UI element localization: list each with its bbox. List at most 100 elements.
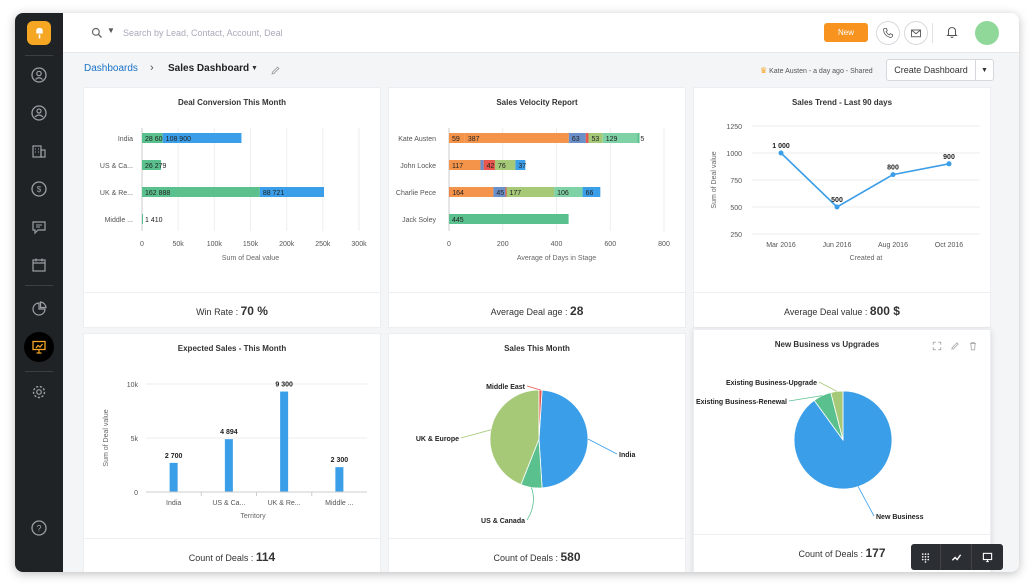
y-tick-label: 750 bbox=[730, 178, 742, 185]
leads-icon[interactable] bbox=[29, 65, 49, 85]
slice-label: Existing Business-Upgrade bbox=[726, 380, 817, 387]
app-logo-icon[interactable] bbox=[27, 21, 51, 45]
avg-deal-value-value: 800 $ bbox=[869, 304, 900, 318]
card-sales-trend: Sales Trend - Last 90 days 250 500 750 1000… bbox=[693, 87, 991, 328]
bar-segment bbox=[585, 133, 589, 143]
data-label: 66 bbox=[586, 190, 594, 197]
phone-icon[interactable] bbox=[876, 21, 900, 45]
count-of-deals-label: Count of Deals : bbox=[493, 553, 561, 563]
data-point bbox=[890, 172, 896, 178]
x-tick-label: Middle ... bbox=[325, 500, 353, 507]
contacts-icon[interactable] bbox=[29, 103, 49, 123]
data-label: 5 bbox=[640, 136, 644, 143]
dashboard-title[interactable]: Sales Dashboard bbox=[168, 63, 250, 74]
expand-icon[interactable] bbox=[932, 338, 942, 356]
avg-deal-value-label: Average Deal value : bbox=[784, 307, 870, 317]
x-tick-label: UK & Re... bbox=[268, 500, 301, 507]
leader-line bbox=[818, 381, 838, 392]
shared-info: ♛ Kate Austen - a day ago - Shared bbox=[760, 66, 873, 75]
data-label: 900 bbox=[943, 154, 955, 161]
mail-icon[interactable] bbox=[904, 21, 928, 45]
bar-segment bbox=[449, 133, 465, 143]
data-label: 9 300 bbox=[275, 382, 293, 389]
bar-segment bbox=[449, 214, 569, 224]
y-tick-label: UK & Re... bbox=[100, 190, 133, 197]
shared-info-text: Kate Austen - a day ago - Shared bbox=[769, 68, 873, 75]
search-scope-caret-icon[interactable]: ▼ bbox=[107, 26, 115, 35]
chat-icon[interactable] bbox=[29, 217, 49, 237]
data-label: 2 700 bbox=[165, 453, 183, 460]
data-label: 76 bbox=[498, 163, 506, 170]
help-icon[interactable]: ? bbox=[29, 518, 49, 538]
dashboard-switch-caret-icon[interactable]: ▼ bbox=[251, 65, 258, 72]
data-label: 800 bbox=[887, 165, 899, 172]
topbar: ▼ New bbox=[63, 13, 1019, 53]
create-dashboard-dropdown-icon[interactable]: ▼ bbox=[976, 59, 994, 81]
count-of-deals-value: 580 bbox=[560, 550, 581, 564]
y-tick-label: Charlie Pece bbox=[396, 190, 436, 197]
bar bbox=[142, 133, 163, 143]
edit-dashboard-icon[interactable] bbox=[270, 63, 281, 81]
bar-segment bbox=[464, 133, 569, 143]
card-title: Sales Trend - Last 90 days bbox=[791, 98, 893, 107]
x-tick-label: 400 bbox=[551, 241, 563, 248]
bar bbox=[162, 133, 242, 143]
activity-icon[interactable] bbox=[942, 544, 972, 570]
pie-slice bbox=[538, 389, 589, 489]
bar-segment bbox=[568, 133, 586, 143]
sidebar: $ ? bbox=[15, 13, 63, 572]
delete-icon[interactable] bbox=[968, 338, 978, 356]
count-of-deals-value: 114 bbox=[255, 550, 276, 564]
bar-segment bbox=[483, 160, 495, 170]
y-tick-label: John Locke bbox=[400, 163, 436, 170]
dashboard-header: Dashboards › Sales Dashboard ▼ ♛ Kate Au… bbox=[63, 53, 1019, 87]
avg-deal-age-label: Average Deal age : bbox=[490, 307, 571, 317]
bar-segment bbox=[554, 187, 583, 197]
settings-icon[interactable] bbox=[29, 382, 49, 402]
bar-segment bbox=[480, 160, 484, 170]
data-label: 1 000 bbox=[772, 143, 790, 150]
floating-toolbar bbox=[911, 544, 1003, 570]
screen-icon[interactable] bbox=[973, 544, 1003, 570]
slice-label: UK & Europe bbox=[416, 436, 459, 443]
card-footer: Win Rate : 70 % bbox=[84, 292, 380, 328]
edit-icon[interactable] bbox=[950, 338, 960, 356]
sales-velocity-chart: 0 200 400 600 800 Kate Austen 59 387 63 53 129 5 Joh… bbox=[396, 128, 670, 262]
y-tick-label: 1250 bbox=[726, 124, 742, 131]
data-label: 387 bbox=[468, 136, 480, 143]
sidebar-divider bbox=[25, 285, 53, 286]
x-axis-title: Sum of Deal value bbox=[222, 255, 279, 262]
create-dashboard-button[interactable]: Create Dashboard bbox=[886, 59, 976, 81]
card-sales-this-month: Sales This Month India US & Canada UK & Eu… bbox=[388, 333, 686, 572]
x-tick-label: 200k bbox=[279, 241, 295, 248]
deals-icon[interactable]: $ bbox=[29, 179, 49, 199]
x-tick-label: Mar 2016 bbox=[766, 242, 796, 249]
search-icon[interactable] bbox=[91, 26, 103, 44]
breadcrumb-dashboards-link[interactable]: Dashboards bbox=[84, 63, 138, 74]
count-of-deals-value: 177 bbox=[865, 546, 886, 560]
data-label: 4 894 bbox=[220, 429, 238, 436]
search-input[interactable] bbox=[123, 23, 423, 43]
dashboards-icon[interactable] bbox=[24, 332, 54, 362]
bar bbox=[280, 391, 289, 492]
calendar-icon[interactable] bbox=[29, 255, 49, 275]
bar bbox=[335, 467, 344, 492]
slice-label: Existing Business-Renewal bbox=[696, 399, 787, 406]
data-label: 53 bbox=[591, 136, 599, 143]
app-window: $ ? ▼ New Dashboards › Sales Dashboard ▼… bbox=[15, 13, 1019, 572]
data-label: 59 bbox=[452, 136, 460, 143]
leader-line bbox=[788, 395, 823, 402]
bar-segment bbox=[637, 133, 640, 143]
svg-text:$: $ bbox=[37, 185, 42, 194]
slice-label: US & Canada bbox=[481, 518, 525, 525]
user-avatar[interactable] bbox=[975, 21, 999, 45]
bar bbox=[169, 462, 178, 492]
new-button[interactable]: New bbox=[824, 23, 868, 42]
sidebar-divider bbox=[25, 371, 53, 372]
dialpad-icon[interactable] bbox=[911, 544, 942, 570]
notification-bell-icon[interactable] bbox=[945, 25, 961, 41]
expected-sales-chart: 0 5k 10k 2 700 India 4 894 US & Ca... 9 300 UK &… bbox=[103, 382, 367, 520]
y-axis-title: Sum of Deal value bbox=[711, 151, 718, 208]
reports-icon[interactable] bbox=[29, 299, 49, 319]
accounts-icon[interactable] bbox=[29, 141, 49, 161]
